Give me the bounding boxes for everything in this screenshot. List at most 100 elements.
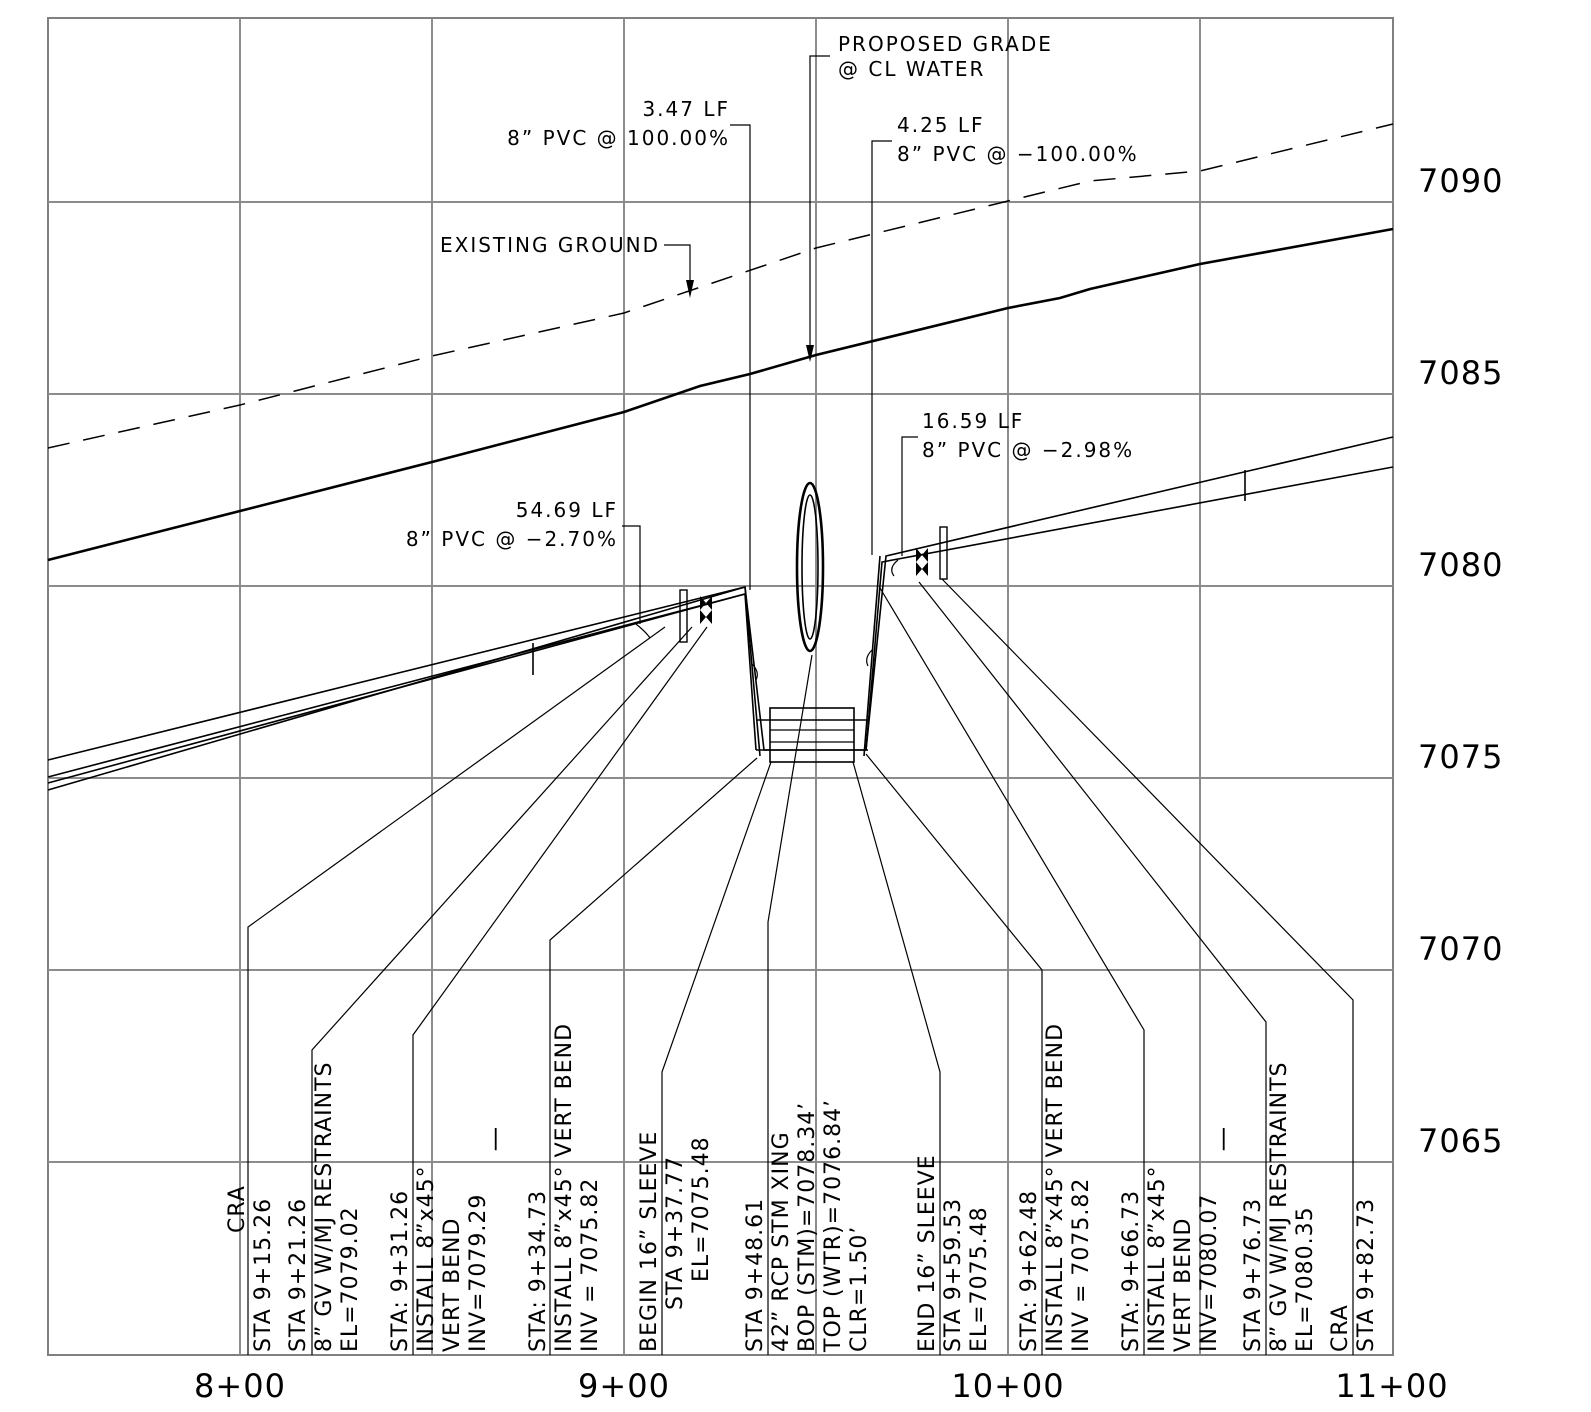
svg-text:STA: 9+66.73: STA: 9+66.73	[1119, 1190, 1144, 1352]
svg-text:BEGIN 16” SLEEVE: BEGIN 16” SLEEVE	[637, 1131, 662, 1352]
note-bend-3: STA: 9+62.48 INSTALL 8”x45° VERT BEND IN…	[1017, 1023, 1094, 1352]
note-gv-left: STA 9+21.26 8” GV W/MJ RESTRAINTS EL=707…	[286, 1062, 363, 1353]
note-cra-right: CRA STA 9+82.73	[1328, 1198, 1379, 1352]
callout-proposed-grade: PROPOSED GRADE	[838, 32, 1053, 56]
note-storm-xing: STA 9+48.61 42” RCP STM XING BOP (STM)=7…	[743, 1099, 872, 1353]
leader-bend-4	[879, 587, 1145, 1355]
callout-length: 16.59 LF	[922, 409, 1024, 433]
elevation-label: 7070	[1418, 930, 1503, 968]
svg-text:INSTALL 8”x45° VERT BEND: INSTALL 8”x45° VERT BEND	[552, 1023, 577, 1352]
leader-16-59	[901, 436, 918, 556]
svg-text:EL=7080.35: EL=7080.35	[1293, 1206, 1318, 1352]
sleeve-box	[769, 707, 855, 763]
pipe-vert-left	[744, 586, 761, 757]
svg-text:EL=7075.48: EL=7075.48	[967, 1206, 992, 1352]
svg-text:STA 9+15.26: STA 9+15.26	[251, 1198, 276, 1352]
svg-text:EL=7075.48: EL=7075.48	[689, 1136, 714, 1282]
pipe-bottom-left	[47, 592, 757, 784]
note-bend-1: STA: 9+31.26 INSTALL 8”x45° VERT BEND IN…	[388, 1165, 491, 1352]
leader-existing	[664, 244, 691, 287]
leader-gv-left	[311, 626, 693, 1355]
elevation-label: 7080	[1418, 546, 1503, 584]
elevation-label: 7085	[1418, 354, 1503, 392]
restraint-left	[679, 589, 688, 643]
tick-mark: |	[1220, 1126, 1228, 1151]
callout-spec: 8” PVC @ 100.00%	[507, 126, 730, 150]
svg-text:INV = 7075.82: INV = 7075.82	[578, 1178, 603, 1352]
bend-arc	[751, 663, 758, 681]
svg-text:42” RCP STM XING: 42” RCP STM XING	[769, 1131, 794, 1352]
note-cra-left-sta: STA 9+15.26	[251, 1198, 276, 1352]
gate-valve-left-icon	[700, 596, 712, 624]
grid	[47, 17, 1394, 1356]
top-callouts: 3.47 LF 8” PVC @ 100.00% 4.25 LF 8” PVC …	[406, 32, 1139, 551]
storm-pipe-inner	[801, 494, 819, 640]
callout-spec: 8” PVC @ −2.98%	[922, 438, 1134, 462]
leader-proposed	[809, 55, 830, 353]
svg-text:STA: 9+31.26: STA: 9+31.26	[388, 1190, 413, 1352]
callout-leaders	[622, 55, 918, 624]
note-sleeve-end: END 16” SLEEVE STA 9+59.53 EL=7075.48	[915, 1154, 992, 1352]
storm-pipe-crossing	[795, 481, 825, 653]
bend-arc	[891, 559, 899, 577]
leader-storm	[767, 654, 813, 1355]
leader-sleeve-end	[852, 761, 941, 1355]
note-bend-2: STA: 9+34.73 INSTALL 8”x45° VERT BEND IN…	[526, 1023, 603, 1352]
tick-mark: |	[492, 1126, 500, 1151]
pipe-inner-line	[47, 593, 746, 778]
callout-existing-ground: EXISTING GROUND	[440, 233, 660, 257]
fittings	[635, 526, 948, 681]
leader-gv-right	[918, 581, 1267, 1355]
callout-length: 3.47 LF	[642, 97, 730, 121]
callout-proposed-grade: @ CL WATER	[838, 57, 985, 81]
svg-text:TOP (WTR)=7076.84’: TOP (WTR)=7076.84’	[821, 1099, 846, 1353]
leader-54-69	[622, 525, 641, 624]
note-leaders	[247, 578, 1354, 1355]
arrow-existing-icon	[686, 280, 694, 298]
pipe-bottom-right	[865, 466, 1394, 751]
station-notes: CRA STA 9+15.26 STA 9+21.26 8” GV W/MJ R…	[225, 1023, 1379, 1353]
svg-text:INSTALL 8”x45°: INSTALL 8”x45°	[414, 1165, 439, 1352]
svg-text:8” GV W/MJ RESTRAINTS: 8” GV W/MJ RESTRAINTS	[312, 1062, 337, 1353]
svg-text:STA 9+37.77: STA 9+37.77	[663, 1156, 688, 1310]
callout-spec: 8” PVC @ −100.00%	[897, 142, 1139, 166]
callout-length: 54.69 LF	[516, 498, 618, 522]
pipe-vert-right	[863, 555, 881, 757]
leader-bend-3	[865, 753, 1043, 1355]
leader-cra-right	[941, 578, 1354, 1355]
gate-valve-right-icon	[916, 548, 928, 576]
svg-text:8” GV W/MJ RESTRAINTS: 8” GV W/MJ RESTRAINTS	[1267, 1062, 1292, 1353]
svg-text:INV=7079.29: INV=7079.29	[466, 1194, 491, 1352]
bend-arc	[866, 649, 873, 667]
svg-text:STA 9+82.73: STA 9+82.73	[1354, 1198, 1379, 1352]
svg-text:INV = 7075.82: INV = 7075.82	[1069, 1178, 1094, 1352]
restraint-right	[939, 526, 948, 580]
callout-spec: 8” PVC @ −2.70%	[406, 527, 618, 551]
svg-text:VERT BEND: VERT BEND	[1171, 1218, 1196, 1352]
svg-text:STA: 9+34.73: STA: 9+34.73	[526, 1190, 551, 1352]
leader-sleeve-begin	[661, 761, 772, 1355]
svg-text:STA: 9+62.48: STA: 9+62.48	[1017, 1190, 1042, 1352]
arrow-proposed-icon	[806, 345, 814, 362]
note-bend-4: STA: 9+66.73 INSTALL 8”x45° VERT BEND IN…	[1119, 1165, 1222, 1352]
station-label: 11+00	[1335, 1367, 1448, 1405]
callout-length: 4.25 LF	[897, 113, 985, 137]
bend-arc	[635, 623, 651, 639]
station-label: 8+00	[194, 1367, 286, 1405]
station-label: 10+00	[951, 1367, 1064, 1405]
elevation-label: 7065	[1418, 1122, 1503, 1160]
existing-ground-line	[47, 123, 1394, 449]
proposed-grade-line	[47, 227, 1394, 562]
svg-text:INV=7080.07: INV=7080.07	[1197, 1194, 1222, 1352]
svg-text:BOP (STM)=7078.34’: BOP (STM)=7078.34’	[795, 1102, 820, 1352]
station-axis: 8+00 9+00 10+00 11+00	[194, 1367, 1448, 1405]
leader-4-25	[871, 140, 892, 555]
note-gv-right: STA 9+76.73 8” GV W/MJ RESTRAINTS EL=708…	[1241, 1062, 1318, 1353]
note-sleeve-begin: BEGIN 16” SLEEVE STA 9+37.77 EL=7075.48	[637, 1131, 714, 1352]
svg-text:STA 9+59.53: STA 9+59.53	[941, 1198, 966, 1352]
station-label: 9+00	[578, 1367, 670, 1405]
svg-text:INSTALL 8”x45° VERT BEND: INSTALL 8”x45° VERT BEND	[1043, 1023, 1068, 1352]
elevation-label: 7075	[1418, 738, 1503, 776]
svg-text:VERT BEND: VERT BEND	[440, 1218, 465, 1352]
